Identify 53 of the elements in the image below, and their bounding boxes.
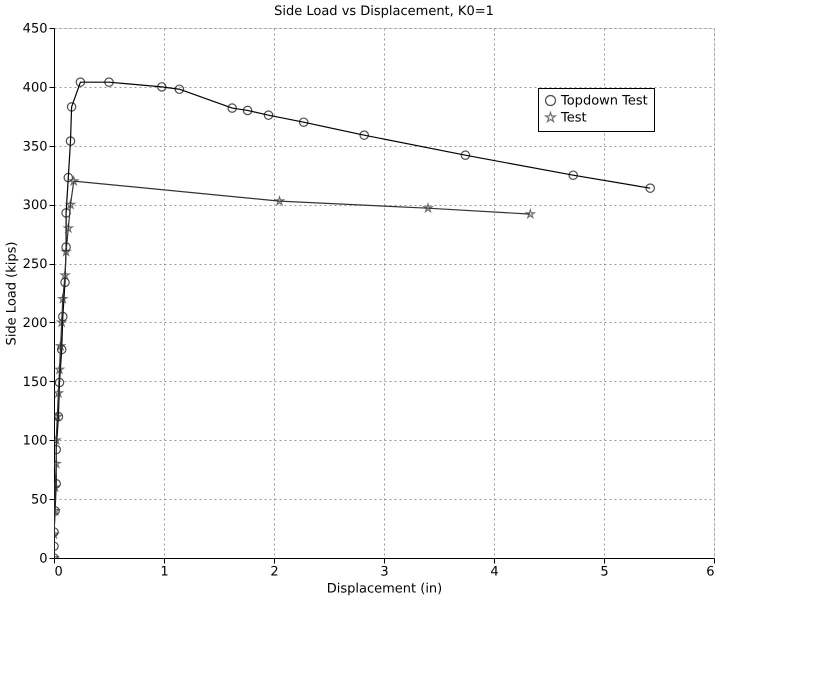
- y-tick-label: 450: [22, 22, 48, 36]
- point: [58, 312, 68, 322]
- x-tick-label: 6: [706, 564, 714, 580]
- point: [174, 84, 184, 94]
- point: [76, 77, 86, 87]
- point: [56, 344, 66, 354]
- point: [66, 102, 76, 112]
- y-axis-title: Side Load (kips): [4, 242, 20, 346]
- point: [69, 176, 78, 186]
- y-tick-label: 250: [22, 257, 48, 272]
- point: [66, 200, 76, 209]
- point: [56, 341, 66, 350]
- point: [64, 223, 73, 232]
- y-tick-label: 50: [30, 492, 48, 508]
- x-axis-title: Displacement (in): [326, 582, 442, 596]
- legend-label: Topdown Test: [560, 94, 648, 108]
- y-tick-label: 100: [22, 434, 48, 449]
- point: [61, 208, 71, 218]
- x-tick-label: 3: [380, 564, 389, 580]
- point: [64, 172, 74, 182]
- point: [104, 77, 114, 87]
- point: [645, 183, 655, 193]
- point: [57, 318, 66, 326]
- point: [242, 106, 252, 116]
- y-tick-label: 200: [22, 316, 48, 331]
- x-tick-label: 1: [160, 564, 169, 580]
- point: [227, 103, 237, 113]
- y-tick-label: 0: [39, 552, 48, 566]
- point: [298, 117, 308, 127]
- point: [423, 203, 433, 212]
- point: [66, 136, 76, 146]
- point: [264, 110, 274, 120]
- y-tick-label: 150: [22, 374, 48, 390]
- point: [54, 364, 64, 374]
- x-tick-label: 2: [270, 564, 279, 580]
- y-tick-label: 350: [22, 139, 48, 154]
- point: [54, 378, 64, 388]
- point: [460, 150, 470, 160]
- point: [157, 82, 167, 92]
- point: [60, 278, 70, 288]
- chart-title: Side Load vs Displacement, K0=1: [274, 4, 494, 19]
- point: [61, 242, 71, 252]
- point: [60, 270, 70, 280]
- point: [568, 170, 578, 180]
- x-tick-label: 0: [54, 564, 63, 580]
- legend-label: Test: [560, 110, 587, 126]
- y-tick-label: 400: [22, 80, 48, 96]
- x-tick-label: 4: [490, 564, 499, 580]
- point: [274, 196, 284, 206]
- point: [359, 130, 369, 140]
- x-tick-label: 5: [600, 564, 609, 580]
- point: [526, 209, 535, 218]
- y-tick-label: 300: [22, 198, 48, 214]
